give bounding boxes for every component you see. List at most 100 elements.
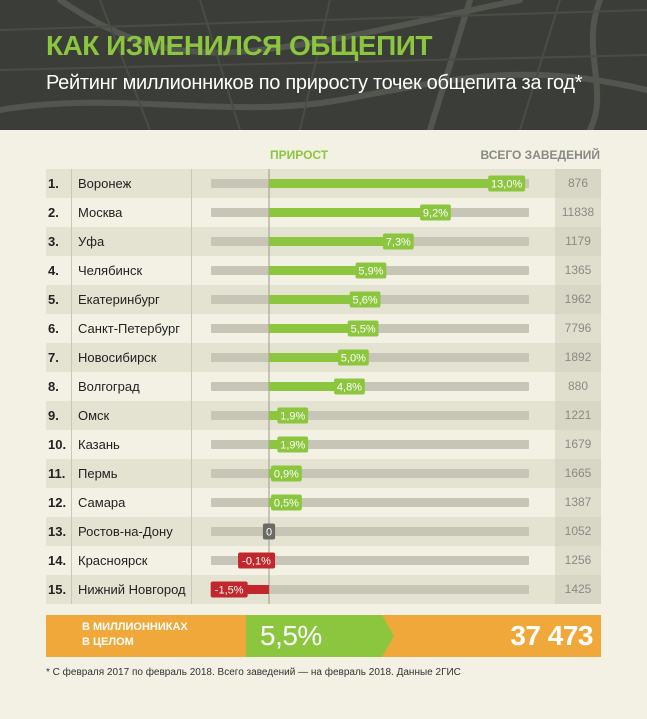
divider [191, 256, 192, 285]
data-label-box [382, 233, 414, 250]
rank-number: 13. [48, 524, 67, 539]
table-row: 2. Москва 11838 [46, 198, 601, 227]
divider [191, 343, 192, 372]
map-background [0, 0, 647, 130]
total-venues: 11838 [555, 198, 601, 227]
divider [71, 227, 72, 256]
bar-track [211, 411, 529, 420]
city-name: Казань [78, 437, 120, 452]
divider [71, 401, 72, 430]
total-venues: 1387 [555, 488, 601, 517]
rank-number: 2. [48, 205, 59, 220]
total-venues: 1962 [555, 285, 601, 314]
data-label-box [420, 204, 451, 221]
summary-bar: В МИЛЛИОННИКАХ В ЦЕЛОМ 5,5% 37 473 [46, 615, 601, 657]
divider [71, 459, 72, 488]
data-label: -0,1% [242, 556, 271, 568]
city-name: Ростов-на-Дону [78, 524, 173, 539]
growth-bar-chart: 13,0% 9,2% 7,3% 5,9% 5,6% 5,5% 5,0% 4,8% 1,9% 1,9… [210, 169, 529, 604]
divider [71, 546, 72, 575]
city-name: Новосибирск [78, 350, 157, 365]
rank-number: 7. [48, 350, 59, 365]
data-label-box [488, 175, 526, 192]
bar-track [211, 382, 529, 391]
divider [71, 198, 72, 227]
data-label-box [334, 378, 365, 395]
data-label: 0,9% [274, 469, 299, 481]
data-label: 7,3% [386, 237, 411, 249]
total-venues: 1179 [555, 227, 601, 256]
divider [191, 169, 192, 198]
data-label-box [355, 262, 387, 279]
divider [71, 169, 72, 198]
growth-bar [269, 179, 524, 188]
data-label: 13,0% [491, 179, 522, 191]
rank-number: 3. [48, 234, 59, 249]
divider [191, 488, 192, 517]
data-label: 5,9% [358, 266, 383, 278]
table-row: 14. Красноярск 1256 [46, 546, 601, 575]
total-column-header: ВСЕГО ЗАВЕДЕНИЙ [480, 148, 600, 162]
summary-label-panel: В МИЛЛИОННИКАХ В ЦЕЛОМ [46, 615, 246, 657]
city-name: Москва [78, 205, 123, 220]
growth-column-header: ПРИРОСТ [270, 148, 329, 162]
summary-growth-value: 5,5% [260, 620, 322, 651]
divider [71, 314, 72, 343]
data-label: 5,6% [353, 295, 378, 307]
rank-number: 11. [48, 466, 66, 481]
divider [191, 459, 192, 488]
data-label-box [349, 291, 381, 308]
divider [191, 575, 192, 604]
table-row: 12. Самара 1387 [46, 488, 601, 517]
rank-number: 4. [48, 263, 59, 278]
data-label: 0 [266, 527, 272, 539]
bar-track [211, 527, 529, 536]
growth-bar [239, 585, 269, 594]
rank-number: 12. [48, 495, 67, 510]
rank-number: 14. [48, 553, 67, 568]
rank-number: 8. [48, 379, 59, 394]
total-venues: 1665 [555, 459, 601, 488]
growth-bar [269, 382, 363, 391]
bar-track [211, 469, 529, 478]
bar-track [211, 498, 529, 507]
total-venues: 7796 [555, 314, 601, 343]
city-name: Волгоград [78, 379, 140, 394]
total-venues: 1365 [555, 256, 601, 285]
data-label: 5,5% [351, 324, 376, 336]
data-label-box [271, 494, 302, 511]
table-row: 8. Волгоград 880 [46, 372, 601, 401]
divider [191, 372, 192, 401]
growth-bar [269, 208, 449, 217]
growth-bar [269, 295, 379, 304]
page-subtitle: Рейтинг миллионников по приросту точек о… [46, 72, 583, 94]
summary-arrow [382, 615, 394, 657]
city-name: Екатеринбург [78, 292, 160, 307]
divider [191, 546, 192, 575]
divider [191, 227, 192, 256]
table-row: 6. Санкт-Петербург 7796 [46, 314, 601, 343]
data-label-box [277, 436, 309, 453]
summary-label: В МИЛЛИОННИКАХ В ЦЕЛОМ [82, 620, 188, 650]
rank-number: 9. [48, 408, 59, 423]
total-venues: 880 [555, 372, 601, 401]
city-name: Омск [78, 408, 110, 423]
data-label-box [337, 349, 369, 366]
growth-bar [269, 266, 385, 275]
table-row: 4. Челябинск 1365 [46, 256, 601, 285]
summary-total-panel: 37 473 [382, 615, 601, 657]
data-label-box [271, 465, 302, 482]
total-venues: 1052 [555, 517, 601, 546]
total-venues: 1221 [555, 401, 601, 430]
divider [71, 285, 72, 314]
city-name: Санкт-Петербург [78, 321, 180, 336]
divider [191, 285, 192, 314]
divider [191, 517, 192, 546]
total-venues: 876 [555, 169, 601, 198]
page-title: КАК ИЗМЕНИЛСЯ ОБЩЕПИТ [46, 30, 432, 61]
city-name: Нижний Новгород [78, 582, 186, 597]
data-label: 0,5% [274, 498, 299, 510]
city-name: Красноярск [78, 553, 148, 568]
summary-label-line2: В ЦЕЛОМ [82, 636, 134, 648]
city-name: Уфа [78, 234, 105, 249]
